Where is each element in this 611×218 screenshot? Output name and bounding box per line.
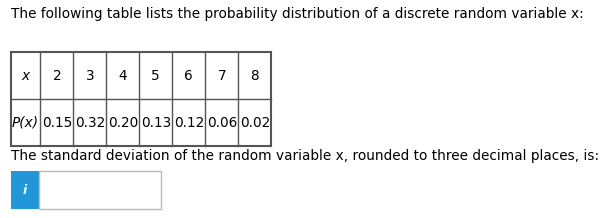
Text: 6: 6 — [185, 69, 193, 83]
Text: i: i — [23, 184, 27, 197]
Text: 0.02: 0.02 — [240, 116, 270, 130]
Text: 8: 8 — [251, 69, 259, 83]
Text: 2: 2 — [53, 69, 61, 83]
Bar — [39, 171, 161, 209]
Text: 0.20: 0.20 — [108, 116, 138, 130]
Text: 7: 7 — [218, 69, 226, 83]
Text: 0.13: 0.13 — [141, 116, 171, 130]
Bar — [11, 171, 39, 209]
Text: The following table lists the probability distribution of a discrete random vari: The following table lists the probabilit… — [11, 7, 584, 20]
Text: 5: 5 — [152, 69, 160, 83]
Text: 0.12: 0.12 — [174, 116, 204, 130]
Text: 3: 3 — [86, 69, 94, 83]
Text: The standard deviation of the random variable x, rounded to three decimal places: The standard deviation of the random var… — [11, 149, 599, 163]
Text: 4: 4 — [119, 69, 127, 83]
Text: 0.32: 0.32 — [75, 116, 105, 130]
Text: P(x): P(x) — [12, 116, 39, 130]
Bar — [11, 52, 271, 146]
Text: 0.06: 0.06 — [207, 116, 237, 130]
Text: x: x — [21, 69, 30, 83]
Text: 0.15: 0.15 — [42, 116, 72, 130]
